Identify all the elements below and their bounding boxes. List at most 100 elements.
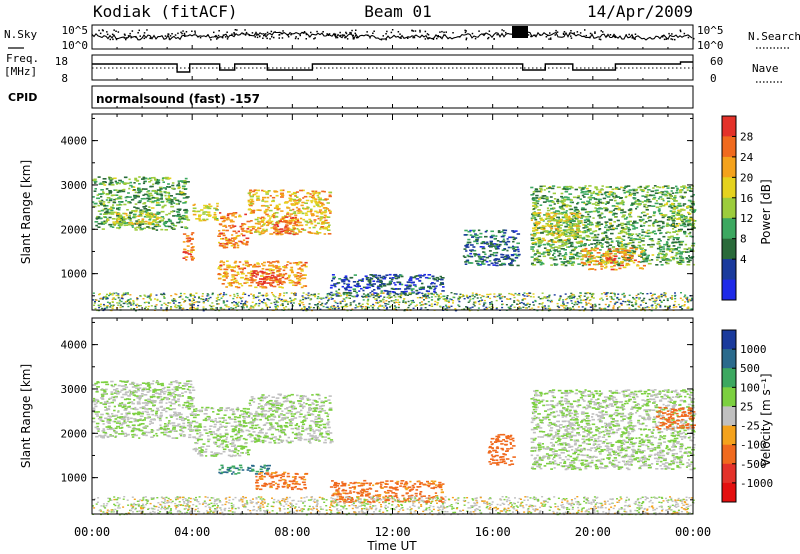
- range-cell: [275, 194, 279, 197]
- ground-scatter-cell: [423, 299, 425, 301]
- range-cell: [640, 234, 644, 237]
- range-cell: [563, 232, 566, 234]
- range-cell: [119, 204, 123, 206]
- range-cell: [164, 188, 167, 190]
- range-cell: [598, 228, 601, 231]
- range-cell: [268, 264, 271, 267]
- noise-search-dot: [112, 38, 114, 41]
- range-cell: [622, 235, 626, 238]
- range-cell: [645, 221, 648, 223]
- ground-scatter-cell: [103, 308, 106, 310]
- range-cell: [570, 212, 573, 215]
- range-cell: [585, 193, 589, 195]
- range-cell: [530, 246, 534, 248]
- range-cell: [436, 280, 439, 282]
- range-cell: [175, 199, 180, 202]
- range-cell: [361, 278, 365, 280]
- range-cell: [536, 250, 539, 253]
- range-cell: [600, 259, 605, 262]
- ground-scatter-cell: [559, 297, 562, 299]
- freq-panel: Freq. [MHz] 18 8 60 0 Nave: [4, 52, 782, 85]
- range-cell: [599, 216, 602, 218]
- range-cell: [474, 260, 479, 262]
- range-cell: [537, 215, 540, 217]
- range-cell: [635, 207, 638, 210]
- range-cell: [203, 204, 207, 207]
- range-cell: [562, 200, 566, 202]
- ground-scatter-cell: [362, 306, 364, 308]
- range-cell: [286, 229, 290, 231]
- ground-scatter-cell: [690, 308, 693, 310]
- range-cell: [586, 211, 590, 213]
- freq-label-line2: [MHz]: [4, 65, 37, 78]
- range-cell: [245, 243, 248, 245]
- range-cell: [587, 253, 591, 255]
- ground-scatter-cell: [473, 305, 476, 307]
- range-cell: [570, 186, 574, 189]
- range-cell: [565, 210, 568, 212]
- ground-scatter-cell: [245, 304, 248, 307]
- range-cell: [99, 213, 102, 215]
- range-cell: [311, 190, 314, 193]
- range-cell: [569, 208, 574, 211]
- range-cell: [607, 248, 612, 251]
- range-cell: [685, 257, 688, 259]
- range-cell: [675, 189, 679, 192]
- range-cell: [677, 241, 681, 244]
- range-cell: [271, 269, 275, 271]
- range-cell: [165, 213, 168, 216]
- range-cell: [655, 189, 659, 192]
- range-cell: [235, 242, 239, 245]
- range-cell: [346, 286, 350, 289]
- range-cell: [533, 232, 537, 235]
- range-cell: [481, 256, 486, 258]
- ground-scatter-cell: [444, 304, 447, 306]
- range-cell: [203, 207, 207, 209]
- ground-scatter-cell: [600, 297, 603, 299]
- range-cell: [258, 231, 263, 234]
- range-cell: [214, 218, 217, 221]
- ground-scatter-cell: [508, 306, 511, 308]
- range-cell: [182, 241, 186, 243]
- range-cell: [291, 280, 294, 282]
- range-cell: [463, 248, 467, 250]
- range-cell: [237, 230, 240, 233]
- range-cell: [116, 227, 120, 229]
- range-cell: [466, 244, 470, 246]
- range-cell: [623, 252, 627, 254]
- range-cell: [222, 237, 225, 240]
- range-cell: [491, 245, 496, 247]
- range-cell: [266, 220, 269, 222]
- range-cell: [572, 248, 576, 251]
- range-cell: [657, 229, 662, 232]
- ground-scatter-cell: [266, 294, 269, 296]
- cpid-label: CPID: [8, 91, 37, 104]
- range-cell: [289, 262, 292, 265]
- range-cell: [292, 204, 296, 206]
- range-cell: [680, 196, 683, 198]
- range-cell: [610, 194, 614, 196]
- ground-scatter-cell: [419, 296, 422, 299]
- range-cell: [233, 280, 236, 283]
- ground-scatter-cell: [449, 298, 452, 300]
- range-cell: [281, 216, 286, 218]
- noise-search-dot: [336, 36, 339, 39]
- ground-scatter-cell: [619, 298, 622, 300]
- range-cell: [608, 250, 613, 253]
- range-cell: [474, 233, 477, 236]
- range-cell: [482, 246, 485, 248]
- range-cell: [102, 191, 105, 193]
- noise-search-dot: [199, 36, 202, 39]
- range-cell: [328, 195, 332, 198]
- range-cell: [379, 281, 383, 284]
- range-cell: [219, 268, 223, 271]
- range-cell: [517, 248, 520, 251]
- range-cell: [488, 250, 492, 252]
- range-cell: [662, 255, 667, 258]
- range-cell: [243, 267, 247, 270]
- ground-scatter-cell: [391, 296, 393, 298]
- range-cell: [538, 215, 541, 217]
- range-cell: [324, 219, 328, 222]
- ground-scatter-cell: [170, 295, 173, 297]
- ground-scatter-cell: [167, 302, 170, 304]
